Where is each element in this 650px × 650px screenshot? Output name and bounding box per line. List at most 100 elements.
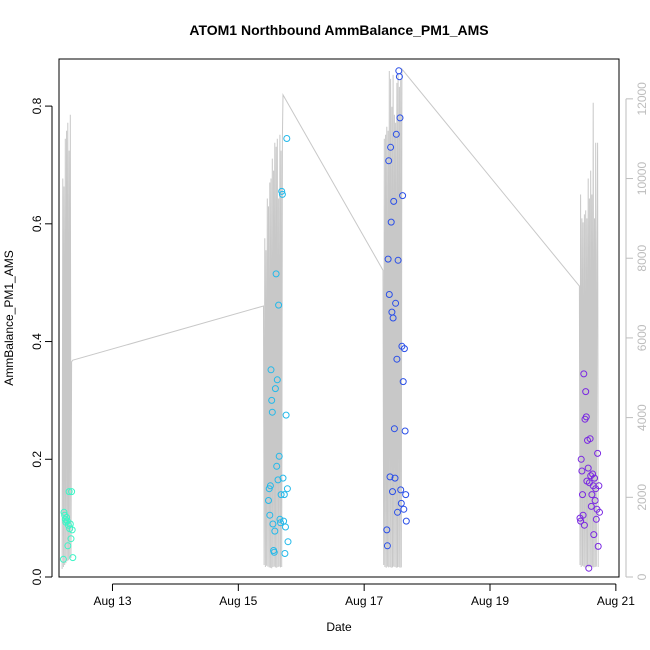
data-point-s1-16 bbox=[275, 301, 283, 309]
x-tick-label-4: Aug 21 bbox=[597, 594, 635, 608]
data-point-s0-12 bbox=[67, 535, 75, 543]
data-point-s2-14 bbox=[392, 299, 400, 307]
data-point-s1-9 bbox=[270, 548, 278, 556]
overlay-trace-layer bbox=[61, 67, 599, 570]
data-point-s1-20 bbox=[277, 491, 285, 499]
data-point-s2-18 bbox=[394, 256, 402, 264]
data-point-s1-26 bbox=[281, 550, 289, 557]
data-point-s1-30 bbox=[283, 485, 291, 493]
y2-tick-label-5: 10000 bbox=[635, 162, 649, 196]
data-point-s3-26 bbox=[592, 515, 600, 523]
data-point-s0-14 bbox=[68, 526, 76, 534]
data-point-s1-13 bbox=[273, 462, 281, 470]
data-point-s2-0 bbox=[383, 526, 391, 534]
data-point-s2-11 bbox=[390, 197, 398, 205]
data-point-s3-5 bbox=[579, 511, 587, 519]
data-point-s2-1 bbox=[383, 542, 391, 550]
y-tick-label-2: 0.4 bbox=[30, 333, 44, 350]
data-point-s1-18 bbox=[276, 515, 284, 523]
data-point-s3-9 bbox=[582, 388, 590, 396]
data-point-s2-13 bbox=[391, 474, 399, 482]
data-point-s2-27 bbox=[400, 505, 408, 513]
data-point-s1-6 bbox=[268, 408, 276, 416]
y2-tick-label-2: 4000 bbox=[635, 404, 649, 431]
data-point-s2-19 bbox=[395, 67, 403, 75]
y2-tick-label-0: 0 bbox=[635, 573, 649, 580]
plot-frame bbox=[58, 58, 620, 578]
data-point-s3-22 bbox=[590, 531, 598, 539]
x-tick-label-2: Aug 17 bbox=[345, 594, 383, 608]
data-point-s3-7 bbox=[580, 521, 588, 529]
data-point-s1-11 bbox=[271, 385, 279, 393]
data-point-s1-5 bbox=[268, 396, 276, 404]
data-point-s2-2 bbox=[384, 255, 392, 263]
y-axis-label: AmmBalance_PM1_AMS bbox=[2, 250, 16, 385]
y2-tick-label-1: 2000 bbox=[635, 484, 649, 511]
x-axis-label: Date bbox=[326, 620, 352, 634]
data-point-s2-10 bbox=[389, 314, 397, 322]
data-point-s1-10 bbox=[271, 527, 279, 535]
data-point-s3-29 bbox=[594, 542, 602, 550]
y2-axis: 0 2000 4000 6000 8000 10000 12000 bbox=[625, 82, 649, 580]
data-point-s3-31 bbox=[596, 508, 603, 516]
data-point-s3-1 bbox=[577, 517, 585, 525]
data-point-s0-2 bbox=[61, 511, 69, 519]
data-point-s1-31 bbox=[284, 538, 292, 546]
data-point-s0-9 bbox=[65, 488, 73, 496]
data-point-s3-20 bbox=[589, 470, 597, 478]
data-point-s3-19 bbox=[588, 491, 596, 499]
data-point-s1-7 bbox=[269, 520, 277, 528]
y2-tick-label-4: 8000 bbox=[635, 245, 649, 272]
y-tick-label-0: 0.0 bbox=[30, 568, 44, 585]
data-point-s2-20 bbox=[395, 73, 403, 81]
chart-title: ATOM1 Northbound AmmBalance_PM1_AMS bbox=[189, 22, 488, 38]
data-point-s2-31 bbox=[402, 517, 410, 525]
data-point-s3-24 bbox=[591, 497, 599, 504]
data-point-s2-29 bbox=[401, 427, 409, 435]
data-point-s2-17 bbox=[394, 508, 401, 516]
data-point-s2-12 bbox=[390, 425, 398, 433]
data-point-s2-22 bbox=[397, 486, 405, 494]
data-point-s3-13 bbox=[584, 464, 592, 472]
data-point-s2-23 bbox=[397, 499, 405, 507]
data-point-s1-23 bbox=[279, 474, 287, 482]
data-point-s1-17 bbox=[275, 452, 283, 460]
data-point-s3-10 bbox=[582, 413, 590, 421]
data-point-s0-8 bbox=[64, 521, 72, 529]
data-point-s0-0 bbox=[59, 555, 67, 563]
data-point-s2-28 bbox=[400, 345, 408, 353]
y-tick-label-1: 0.2 bbox=[30, 451, 44, 468]
data-point-s2-3 bbox=[385, 157, 393, 165]
data-point-s1-29 bbox=[283, 135, 291, 142]
data-point-s2-21 bbox=[396, 114, 404, 122]
data-point-s3-3 bbox=[578, 467, 586, 475]
data-point-s2-7 bbox=[387, 218, 395, 226]
data-point-s3-23 bbox=[591, 474, 598, 482]
data-point-s1-3 bbox=[266, 482, 274, 490]
data-point-s2-4 bbox=[385, 291, 393, 298]
data-point-s1-2 bbox=[266, 511, 274, 519]
data-point-s2-25 bbox=[399, 192, 407, 200]
overlay-trace-line bbox=[61, 67, 599, 570]
data-point-s1-12 bbox=[272, 270, 280, 278]
data-point-s2-15 bbox=[392, 130, 400, 138]
data-point-s3-14 bbox=[585, 564, 593, 572]
data-point-s0-13 bbox=[68, 488, 76, 496]
data-point-s1-4 bbox=[267, 366, 275, 374]
data-point-s1-27 bbox=[282, 523, 289, 531]
y2-tick-label-3: 6000 bbox=[635, 324, 649, 351]
data-point-s2-5 bbox=[386, 473, 394, 481]
data-point-s0-7 bbox=[64, 542, 72, 550]
data-point-s3-17 bbox=[587, 472, 595, 480]
data-point-s3-4 bbox=[579, 491, 586, 499]
x-tick-label-3: Aug 19 bbox=[471, 594, 509, 608]
data-point-s2-26 bbox=[399, 378, 407, 386]
data-point-s1-14 bbox=[273, 376, 281, 384]
data-point-s3-16 bbox=[586, 435, 594, 443]
data-point-s3-18 bbox=[587, 502, 595, 510]
y2-tick-label-6: 12000 bbox=[635, 82, 649, 116]
y-tick-label-3: 0.6 bbox=[30, 215, 44, 232]
data-point-s1-22 bbox=[278, 190, 286, 198]
y-axis: 0.0 0.2 0.4 0.6 0.8 bbox=[30, 97, 53, 585]
